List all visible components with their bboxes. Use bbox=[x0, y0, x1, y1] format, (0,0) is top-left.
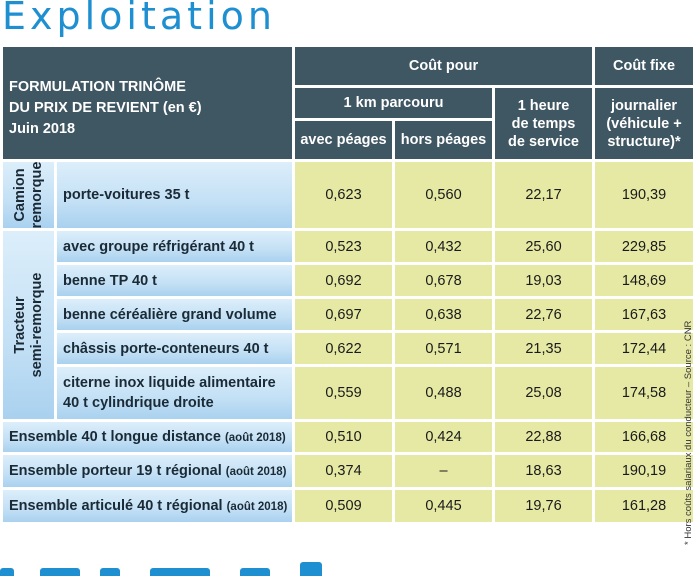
cell-avec-peages: 0,510 bbox=[295, 422, 392, 452]
cell-heure: 22,17 bbox=[495, 162, 592, 228]
cell-fixe: 174,58 bbox=[595, 367, 693, 419]
group-camion-line-2: remorque bbox=[28, 161, 45, 229]
cell-hors-peages: 0,560 bbox=[395, 162, 492, 228]
group-camion-remorque: Camion remorque bbox=[3, 162, 54, 228]
row-label: Ensemble 40 t longue distance (août 2018… bbox=[3, 422, 292, 452]
cell-avec-peages: 0,622 bbox=[295, 333, 392, 364]
footnote: * Hors coûts salariaux du conducteur – S… bbox=[683, 320, 694, 545]
group-tracteur-semi-remorque: Tracteur semi-remorque bbox=[3, 231, 54, 419]
cell-fixe: 190,39 bbox=[595, 162, 693, 228]
row-label-text: Ensemble porteur 19 t régional bbox=[9, 462, 222, 479]
avec-peages-header: avec péages bbox=[295, 121, 392, 159]
cell-avec-peages: 0,559 bbox=[295, 367, 392, 419]
cell-fixe: 229,85 bbox=[595, 231, 693, 262]
row-label: porte-voitures 35 t bbox=[57, 162, 292, 228]
next-heading-fragment bbox=[0, 556, 360, 576]
heure-line-2: de temps bbox=[511, 115, 576, 132]
cell-heure: 19,76 bbox=[495, 490, 592, 522]
row-label-text: Ensemble articulé 40 t régional bbox=[9, 497, 223, 514]
row-label: benne céréalière grand volume bbox=[57, 299, 292, 330]
cell-fixe: 166,68 bbox=[595, 422, 693, 452]
cell-avec-peages: 0,509 bbox=[295, 490, 392, 522]
cost-table: FORMULATION TRINÔME DU PRIX DE REVIENT (… bbox=[0, 44, 696, 525]
formulation-line-1: FORMULATION TRINÔME bbox=[9, 79, 186, 95]
cell-fixe: 167,63 bbox=[595, 299, 693, 330]
cell-heure: 19,03 bbox=[495, 265, 592, 296]
cell-fixe: 161,28 bbox=[595, 490, 693, 522]
cell-heure: 18,63 bbox=[495, 455, 592, 487]
cell-hors-peages: 0,424 bbox=[395, 422, 492, 452]
cell-heure: 25,60 bbox=[495, 231, 592, 262]
journalier-header: journalier (véhicule + structure)* bbox=[595, 88, 693, 159]
formulation-header: FORMULATION TRINÔME DU PRIX DE REVIENT (… bbox=[3, 47, 292, 159]
row-label-line-2: 40 t cylindrique droite bbox=[63, 395, 214, 411]
row-label-note: (août 2018) bbox=[226, 500, 288, 513]
cell-avec-peages: 0,692 bbox=[295, 265, 392, 296]
cell-heure: 22,76 bbox=[495, 299, 592, 330]
cell-avec-peages: 0,623 bbox=[295, 162, 392, 228]
page-title: Exploitation bbox=[2, 0, 276, 38]
row-label: châssis porte-conteneurs 40 t bbox=[57, 333, 292, 364]
cell-avec-peages: 0,523 bbox=[295, 231, 392, 262]
cell-heure: 25,08 bbox=[495, 367, 592, 419]
cell-hors-peages: 0,571 bbox=[395, 333, 492, 364]
cell-hors-peages: 0,445 bbox=[395, 490, 492, 522]
cell-heure: 21,35 bbox=[495, 333, 592, 364]
group-tracteur-line-1: Tracteur bbox=[11, 296, 28, 354]
cell-fixe: 172,44 bbox=[595, 333, 693, 364]
journalier-line-1: journalier bbox=[610, 97, 678, 114]
group-camion-line-1: Camion bbox=[11, 168, 28, 222]
cout-fixe-header: Coût fixe bbox=[595, 47, 693, 85]
hors-peages-header: hors péages bbox=[395, 121, 492, 159]
journalier-line-2: (véhicule + bbox=[606, 115, 682, 132]
cell-hors-peages: – bbox=[395, 455, 492, 487]
heure-line-1: 1 heure bbox=[517, 97, 570, 114]
cell-hors-peages: 0,488 bbox=[395, 367, 492, 419]
row-label: citerne inox liquide alimentaire 40 t cy… bbox=[57, 367, 292, 419]
heure-line-3: de service bbox=[508, 133, 579, 150]
cell-avec-peages: 0,697 bbox=[295, 299, 392, 330]
formulation-line-3: Juin 2018 bbox=[9, 121, 76, 137]
row-label-text: Ensemble 40 t longue distance bbox=[9, 428, 221, 445]
cell-heure: 22,88 bbox=[495, 422, 592, 452]
row-label: avec groupe réfrigérant 40 t bbox=[57, 231, 292, 262]
row-label: Ensemble articulé 40 t régional (août 20… bbox=[3, 490, 292, 522]
row-label: Ensemble porteur 19 t régional (août 201… bbox=[3, 455, 292, 487]
row-label-note: (août 2018) bbox=[224, 431, 286, 444]
km-parcouru-header: 1 km parcouru bbox=[295, 88, 492, 118]
heure-header: 1 heure de temps de service bbox=[495, 88, 592, 159]
cell-hors-peages: 0,432 bbox=[395, 231, 492, 262]
journalier-line-3: structure)* bbox=[607, 133, 681, 150]
cell-avec-peages: 0,374 bbox=[295, 455, 392, 487]
row-label-note: (août 2018) bbox=[225, 465, 287, 478]
cell-fixe: 148,69 bbox=[595, 265, 693, 296]
cell-hors-peages: 0,678 bbox=[395, 265, 492, 296]
cell-hors-peages: 0,638 bbox=[395, 299, 492, 330]
row-label-line-1: citerne inox liquide alimentaire bbox=[63, 375, 276, 391]
group-tracteur-line-2: semi-remorque bbox=[28, 272, 45, 378]
row-label: benne TP 40 t bbox=[57, 265, 292, 296]
formulation-line-2: DU PRIX DE REVIENT (en €) bbox=[9, 100, 202, 116]
cell-fixe: 190,19 bbox=[595, 455, 693, 487]
cout-pour-header: Coût pour bbox=[295, 47, 592, 85]
